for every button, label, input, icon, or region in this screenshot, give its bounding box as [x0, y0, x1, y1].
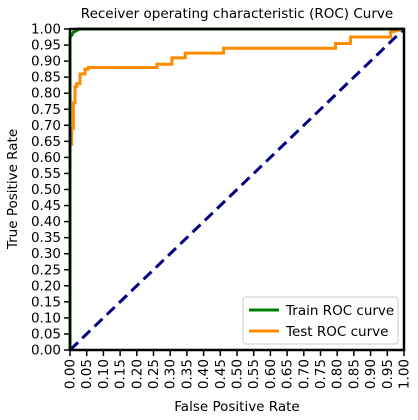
x-tick-label: 0.50: [230, 359, 246, 389]
legend: Train ROC curve Test ROC curve: [243, 297, 398, 344]
x-tick-label: 0.10: [96, 359, 112, 389]
x-tick-label: 0.75: [313, 359, 329, 389]
y-tick-label: 0.70: [31, 118, 61, 134]
x-tick-label: 0.25: [146, 359, 162, 389]
y-tick-label: 0.75: [31, 102, 61, 118]
x-tick-label: 0.20: [129, 359, 145, 389]
y-tick-label: 0.55: [31, 166, 61, 182]
y-tick-label: 0.00: [31, 343, 61, 359]
y-tick-label: 0.25: [31, 262, 61, 278]
legend-label-test: Test ROC curve: [285, 324, 388, 340]
x-tick-label: 0.70: [296, 359, 312, 389]
x-tick-label: 0.95: [380, 359, 396, 389]
x-tick-label: 0.65: [280, 359, 296, 389]
y-tick-label: 0.10: [31, 310, 61, 326]
y-tick-label: 0.35: [31, 230, 61, 246]
y-tick-label: 0.95: [31, 38, 61, 54]
y-tick-label: 0.80: [31, 86, 61, 102]
y-tick-label: 0.90: [31, 54, 61, 70]
y-tick-label: 0.20: [31, 278, 61, 294]
y-tick-label: 0.85: [31, 70, 61, 86]
x-tick-label: 0.55: [246, 359, 262, 389]
chart-title: Receiver operating characteristic (ROC) …: [81, 6, 393, 22]
x-tick-label: 0.00: [63, 359, 79, 389]
y-tick-label: 0.40: [31, 214, 61, 230]
x-tick-label: 0.40: [196, 359, 212, 389]
x-axis-label: False Positive Rate: [174, 399, 299, 415]
x-tick-label: 0.05: [79, 359, 95, 389]
x-tick-label: 0.45: [213, 359, 229, 389]
y-tick-label: 0.45: [31, 198, 61, 214]
x-tick-label: 0.85: [346, 359, 362, 389]
x-tick-label: 0.60: [263, 359, 279, 389]
x-tick-label: 1.00: [397, 359, 413, 389]
x-tick-label: 0.90: [363, 359, 379, 389]
y-tick-label: 0.05: [31, 326, 61, 342]
y-axis-label: True Positive Rate: [5, 129, 21, 250]
x-tick-label: 0.30: [163, 359, 179, 389]
legend-label-train: Train ROC curve: [285, 303, 394, 319]
x-tick-label: 0.35: [179, 359, 195, 389]
x-tick-label: 0.80: [330, 359, 346, 389]
y-tick-label: 0.30: [31, 246, 61, 262]
y-tick-label: 1.00: [31, 22, 61, 38]
x-tick-label: 0.15: [113, 359, 129, 389]
y-tick-label: 0.65: [31, 134, 61, 150]
y-tick-label: 0.50: [31, 182, 61, 198]
y-tick-label: 0.60: [31, 150, 61, 166]
y-tick-label: 0.15: [31, 294, 61, 310]
